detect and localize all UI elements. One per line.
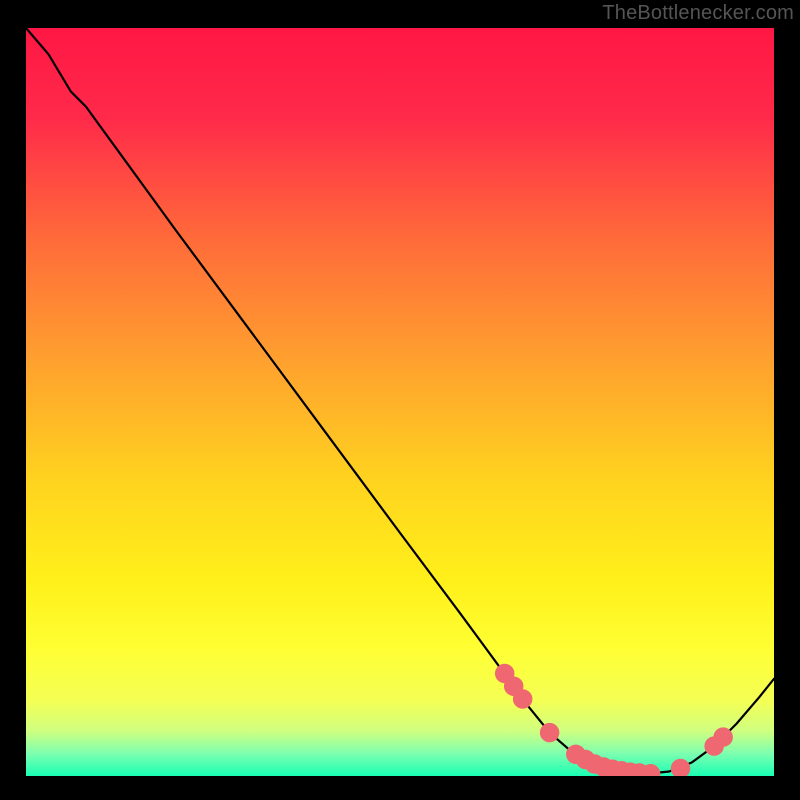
curve-marker	[717, 731, 729, 743]
curve-marker	[517, 693, 529, 705]
gradient-background	[26, 28, 774, 776]
curve-marker	[508, 680, 520, 692]
chart-frame: TheBottlenecker.com	[0, 0, 800, 800]
curve-marker	[675, 763, 687, 775]
curve-marker	[645, 768, 657, 776]
plot-area	[26, 28, 774, 776]
watermark-text: TheBottlenecker.com	[602, 2, 794, 25]
curve-marker	[499, 668, 511, 680]
chart-svg	[26, 28, 774, 776]
curve-marker	[544, 727, 556, 739]
